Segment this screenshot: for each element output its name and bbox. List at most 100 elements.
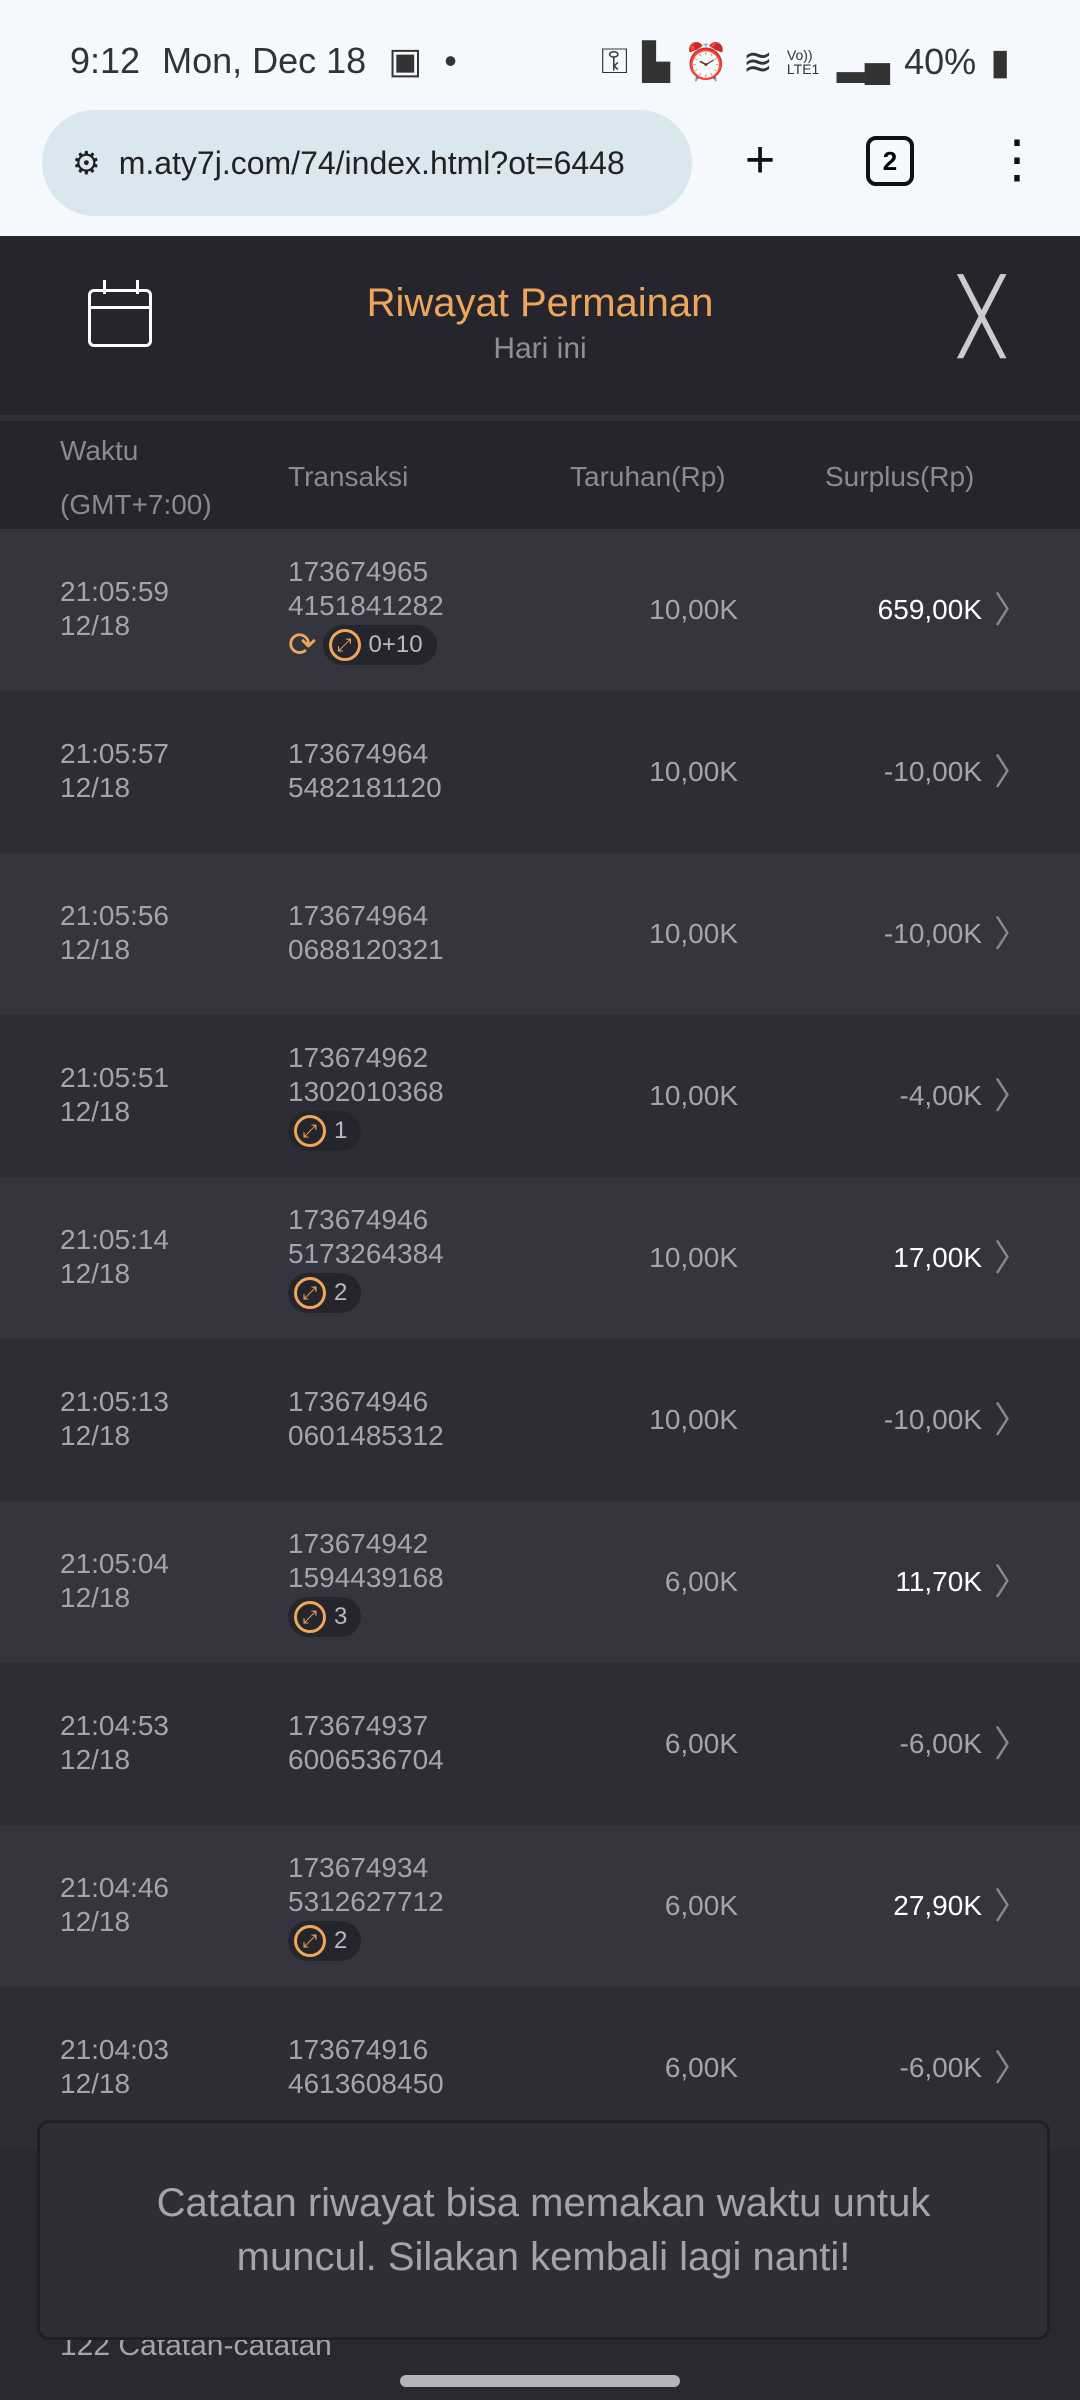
tx-id-2: 4613608450 <box>288 2068 444 2099</box>
bet-amount: 10,00K <box>649 1242 738 1273</box>
surplus-amount: -4,00K <box>899 1080 983 1111</box>
chevron-right-icon[interactable]: 〉 <box>993 1723 1030 1764</box>
chevron-right-icon[interactable]: 〉 <box>993 1561 1030 1602</box>
new-tab-button[interactable]: + <box>744 131 776 189</box>
row-time: 21:05:59 12/18 <box>60 575 169 643</box>
bet-amount: 10,00K <box>649 594 738 625</box>
tab-switcher-button[interactable]: 2 <box>866 136 914 186</box>
building-icon: ▙ <box>642 40 670 82</box>
date-text: 12/18 <box>60 934 131 965</box>
chevron-right-icon[interactable]: 〉 <box>993 1885 1030 1926</box>
respin-icon: ⟳ <box>288 626 317 664</box>
tx-id-1: 173674964 <box>288 738 429 769</box>
row-transaction: 173674946 0601485312 <box>288 1385 444 1453</box>
tx-id-1: 173674946 <box>288 1204 429 1235</box>
time-text: 21:04:53 <box>60 1710 169 1741</box>
bet-amount: 10,00K <box>649 918 738 949</box>
tx-id-1: 173674965 <box>288 556 429 587</box>
chevron-right-icon[interactable]: 〉 <box>993 589 1030 630</box>
chevron-right-icon[interactable]: 〉 <box>993 751 1030 792</box>
col-surplus: Surplus(Rp) <box>825 461 975 492</box>
home-indicator[interactable] <box>400 2375 680 2387</box>
surplus-amount: 659,00K <box>877 594 982 625</box>
date-text: 12/18 <box>60 1744 131 1775</box>
surplus-amount: -10,00K <box>883 756 982 787</box>
date-text: 12/18 <box>60 1420 131 1451</box>
time-text: 21:05:51 <box>60 1062 169 1093</box>
table-row[interactable]: 21:05:51 12/18 173674962 1302010368 ⤢ 1 10,0… <box>0 1015 1080 1177</box>
clock: 9:12 <box>70 40 141 81</box>
row-time: 21:05:04 12/18 <box>60 1547 169 1615</box>
date-filter-label: Hari ini <box>493 332 587 365</box>
tx-id-2: 5173264384 <box>288 1238 444 1269</box>
free-spin-badge: ⤢ 0+10 <box>322 625 437 665</box>
free-spin-badge: ⤢ 2 <box>288 1273 362 1313</box>
row-time: 21:05:14 12/18 <box>60 1223 169 1291</box>
time-text: 21:05:04 <box>60 1548 169 1579</box>
table-row[interactable]: 21:05:14 12/18 173674946 5173264384 ⤢ 2 10,0… <box>0 1177 1080 1339</box>
col-transaction: Transaksi <box>288 461 409 492</box>
table-row[interactable]: 21:04:53 12/18 173674937 6006536704 6,00K … <box>0 1663 1080 1825</box>
time-text: 21:05:14 <box>60 1224 169 1255</box>
row-time: 21:05:56 12/18 <box>60 899 169 967</box>
table-row[interactable]: 21:05:57 12/18 173674964 5482181120 10,00K… <box>0 691 1080 853</box>
url-text[interactable]: m.aty7j.com/74/index.html?ot=6448 <box>118 144 625 181</box>
row-badges: ⟳ ⤢ 0+10 <box>288 625 444 665</box>
time-text: 21:05:59 <box>60 576 169 607</box>
tx-id-2: 1594439168 <box>288 1562 444 1593</box>
col-time: Waktu <box>60 435 139 466</box>
tx-id-2: 6006536704 <box>288 1744 444 1775</box>
col-bet: Taruhan(Rp) <box>570 461 726 492</box>
row-transaction: 173674916 4613608450 <box>288 2033 444 2101</box>
browser-toolbar: ⚙ m.aty7j.com/74/index.html?ot=6448 + 2 … <box>0 108 1080 236</box>
free-spin-icon: ⤢ <box>294 1601 326 1633</box>
bet-amount: 6,00K <box>664 1890 738 1921</box>
badge-count: 2 <box>334 1279 348 1306</box>
table-row[interactable]: 21:05:59 12/18 173674965 4151841282 ⟳ ⤢ 0+10 … <box>0 529 1080 691</box>
tx-id-2: 4151841282 <box>288 590 444 621</box>
surplus-amount: -10,00K <box>883 1404 982 1435</box>
row-time: 21:05:51 12/18 <box>60 1061 169 1129</box>
battery-text: 40% <box>904 40 977 82</box>
row-time: 21:04:53 12/18 <box>60 1709 169 1777</box>
row-transaction: 173674962 1302010368 ⤢ 1 <box>288 1041 444 1151</box>
surplus-amount: -10,00K <box>883 918 982 949</box>
alarm-icon: ⏰ <box>683 40 729 82</box>
chevron-right-icon[interactable]: 〉 <box>993 1075 1030 1116</box>
site-settings-icon[interactable]: ⚙ <box>72 145 101 181</box>
free-spin-icon: ⤢ <box>294 1277 326 1309</box>
date-text: 12/18 <box>60 1582 131 1613</box>
bet-amount: 10,00K <box>649 1080 738 1111</box>
table-row[interactable]: 21:05:13 12/18 173674946 0601485312 10,00K… <box>0 1339 1080 1501</box>
chevron-right-icon[interactable]: 〉 <box>993 913 1030 954</box>
dot-icon: • <box>444 40 457 81</box>
chevron-right-icon[interactable]: 〉 <box>993 1237 1030 1278</box>
table-row[interactable]: 21:05:56 12/18 173674964 0688120321 10,00K… <box>0 853 1080 1015</box>
badge-count: 1 <box>334 1117 348 1144</box>
table-row[interactable]: 21:05:04 12/18 173674942 1594439168 ⤢ 3 6,00… <box>0 1501 1080 1663</box>
bet-amount: 6,00K <box>664 1728 738 1759</box>
url-bar[interactable]: ⚙ m.aty7j.com/74/index.html?ot=6448 <box>42 110 692 216</box>
row-badges: ⤢ 3 <box>288 1597 444 1637</box>
more-menu-icon[interactable]: ⋮ <box>991 131 1043 189</box>
row-transaction: 173674946 5173264384 ⤢ 2 <box>288 1203 444 1313</box>
row-badges: ⤢ 2 <box>288 1273 444 1313</box>
tx-id-1: 173674946 <box>288 1386 429 1417</box>
chevron-right-icon[interactable]: 〉 <box>993 1399 1030 1440</box>
history-list: 21:05:59 12/18 173674965 4151841282 ⟳ ⤢ 0+10 … <box>0 529 1080 2149</box>
calendar-icon[interactable] <box>88 280 152 347</box>
col-timezone: (GMT+7:00) <box>60 489 212 520</box>
close-icon[interactable]: ╳ <box>960 277 1004 357</box>
free-spin-icon: ⤢ <box>294 1925 326 1957</box>
row-time: 21:05:57 12/18 <box>60 737 169 805</box>
date-text: 12/18 <box>60 1258 131 1289</box>
row-badges: ⤢ 2 <box>288 1921 444 1961</box>
table-row[interactable]: 21:04:46 12/18 173674934 5312627712 ⤢ 2 6,00… <box>0 1825 1080 1987</box>
chevron-right-icon[interactable]: 〉 <box>993 2047 1030 2088</box>
surplus-amount: -6,00K <box>899 2052 983 2083</box>
row-time: 21:04:03 12/18 <box>60 2033 169 2101</box>
tx-id-1: 173674937 <box>288 1710 429 1741</box>
surplus-amount: 27,90K <box>893 1890 982 1921</box>
image-icon: ▣ <box>388 40 423 81</box>
toast-message: Catatan riwayat bisa memakan waktu untuk… <box>37 2120 1050 2340</box>
